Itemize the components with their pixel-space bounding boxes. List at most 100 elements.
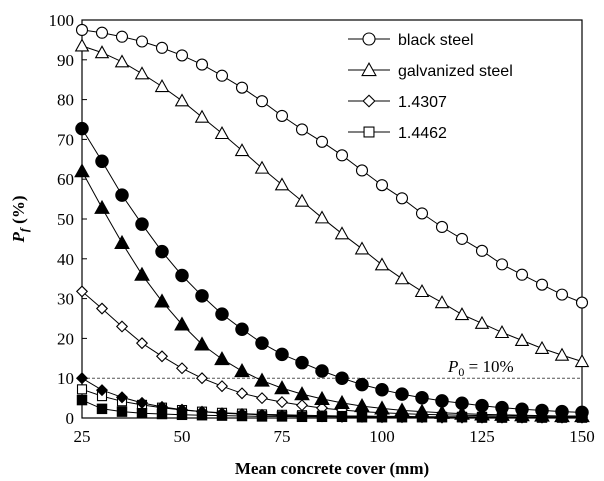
data-point bbox=[254, 160, 270, 174]
data-point bbox=[95, 26, 109, 39]
data-point bbox=[115, 30, 129, 43]
data-point bbox=[314, 390, 330, 405]
legend: black steel galvanized steel 1.4307 1.4462 bbox=[340, 26, 578, 146]
data-point bbox=[355, 164, 369, 177]
data-point bbox=[94, 45, 110, 59]
data-point bbox=[415, 390, 429, 405]
data-point bbox=[396, 411, 408, 423]
ref-label-main: P bbox=[447, 357, 458, 376]
data-point bbox=[376, 411, 388, 423]
y-tick-label: 20 bbox=[57, 329, 74, 348]
data-point bbox=[475, 244, 489, 257]
data-point bbox=[294, 193, 310, 207]
data-point bbox=[474, 315, 490, 329]
series-square-filled bbox=[76, 394, 588, 423]
data-point bbox=[375, 382, 389, 397]
series-line bbox=[81, 291, 583, 418]
data-point bbox=[256, 411, 268, 422]
data-point bbox=[274, 177, 290, 191]
series-line bbox=[81, 170, 582, 417]
data-point bbox=[235, 322, 249, 336]
data-point bbox=[255, 392, 269, 405]
x-tick-label: 75 bbox=[274, 427, 291, 446]
data-point bbox=[115, 188, 129, 202]
data-point bbox=[174, 316, 190, 331]
data-point bbox=[234, 143, 250, 157]
x-axis-title: Mean concrete cover (mm) bbox=[235, 459, 429, 478]
x-tick-label: 150 bbox=[569, 427, 595, 446]
data-point bbox=[115, 320, 129, 333]
data-point bbox=[295, 123, 309, 136]
data-point bbox=[336, 411, 348, 423]
legend-label: galvanized steel bbox=[398, 63, 513, 80]
x-tick-label: 25 bbox=[74, 427, 91, 446]
data-point bbox=[75, 372, 89, 385]
data-point bbox=[456, 411, 468, 423]
data-point bbox=[355, 377, 369, 392]
data-point bbox=[135, 337, 149, 350]
data-point bbox=[254, 372, 270, 387]
data-point bbox=[195, 289, 209, 303]
data-point bbox=[335, 149, 349, 162]
data-point bbox=[275, 109, 289, 122]
ref-label-sub: 0 bbox=[458, 365, 464, 379]
data-point bbox=[495, 258, 509, 271]
y-tick-label: 100 bbox=[49, 11, 75, 30]
x-tick-label: 50 bbox=[174, 427, 191, 446]
x-tick-label: 100 bbox=[369, 427, 395, 446]
data-point bbox=[395, 192, 409, 205]
data-point bbox=[394, 271, 410, 285]
data-point bbox=[74, 163, 90, 178]
data-point bbox=[154, 79, 170, 93]
data-point bbox=[156, 408, 168, 420]
data-point bbox=[175, 49, 189, 62]
data-point bbox=[276, 411, 288, 422]
data-point bbox=[215, 69, 229, 82]
data-point bbox=[515, 268, 529, 281]
y-tick-label: 40 bbox=[57, 250, 74, 269]
data-point bbox=[295, 399, 309, 412]
data-point bbox=[514, 332, 530, 347]
legend-marker bbox=[363, 126, 375, 138]
series-triangle-filled bbox=[74, 163, 590, 423]
x-tick-label: 125 bbox=[469, 427, 495, 446]
data-point bbox=[235, 387, 249, 400]
y-tick-label: 80 bbox=[57, 91, 74, 110]
y-label-main: P bbox=[9, 231, 28, 243]
x-axis: 25 50 75 100 125 150 bbox=[74, 413, 595, 446]
data-point bbox=[215, 307, 229, 321]
data-point bbox=[216, 410, 228, 421]
data-point bbox=[574, 354, 590, 368]
data-point bbox=[375, 179, 389, 192]
data-point bbox=[275, 396, 289, 409]
series-galvanized-steel bbox=[74, 38, 590, 368]
data-point bbox=[534, 340, 550, 354]
legend-marker bbox=[362, 32, 376, 46]
data-point bbox=[196, 409, 208, 421]
data-point bbox=[434, 295, 450, 309]
y-tick-label: 60 bbox=[57, 170, 74, 189]
data-point bbox=[516, 412, 528, 423]
data-point bbox=[556, 412, 568, 423]
data-point bbox=[295, 355, 309, 370]
data-point bbox=[294, 386, 310, 401]
data-point bbox=[476, 412, 488, 423]
data-point bbox=[314, 210, 330, 224]
data-point bbox=[274, 380, 290, 395]
data-point bbox=[334, 226, 350, 240]
data-point bbox=[315, 135, 329, 148]
data-point bbox=[175, 268, 189, 283]
data-point bbox=[154, 293, 170, 308]
y-label-rest: (%) bbox=[9, 196, 28, 229]
data-point bbox=[194, 109, 210, 123]
data-point bbox=[214, 125, 230, 140]
data-point bbox=[255, 95, 269, 108]
data-point bbox=[496, 412, 508, 423]
data-point bbox=[354, 241, 370, 255]
data-point bbox=[554, 347, 570, 361]
data-point bbox=[335, 371, 349, 385]
data-point bbox=[134, 66, 150, 80]
legend-label: 1.4307 bbox=[398, 94, 447, 111]
data-point bbox=[234, 363, 250, 378]
